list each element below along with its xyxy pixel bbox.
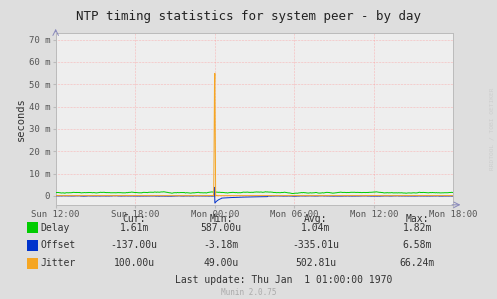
Text: Delay: Delay [41,222,70,233]
Text: NTP timing statistics for system peer - by day: NTP timing statistics for system peer - … [76,10,421,23]
Text: Offset: Offset [41,240,76,251]
Text: 1.82m: 1.82m [403,222,432,233]
Text: -137.00u: -137.00u [111,240,158,251]
Text: -335.01u: -335.01u [292,240,339,251]
Text: Munin 2.0.75: Munin 2.0.75 [221,288,276,297]
Text: Avg:: Avg: [304,214,328,224]
Text: 502.81u: 502.81u [295,258,336,269]
Text: Cur:: Cur: [122,214,146,224]
Text: 1.61m: 1.61m [119,222,149,233]
Text: -3.18m: -3.18m [204,240,239,251]
Text: Min:: Min: [209,214,233,224]
Text: RRDTOOL / TOBI OETIKER: RRDTOOL / TOBI OETIKER [490,87,495,170]
Text: 1.04m: 1.04m [301,222,331,233]
Text: 66.24m: 66.24m [400,258,435,269]
Text: 6.58m: 6.58m [403,240,432,251]
Text: Jitter: Jitter [41,258,76,269]
Text: Last update: Thu Jan  1 01:00:00 1970: Last update: Thu Jan 1 01:00:00 1970 [174,275,392,285]
Text: 587.00u: 587.00u [201,222,242,233]
Text: Max:: Max: [406,214,429,224]
Text: 100.00u: 100.00u [114,258,155,269]
Y-axis label: seconds: seconds [16,97,26,141]
Text: 49.00u: 49.00u [204,258,239,269]
